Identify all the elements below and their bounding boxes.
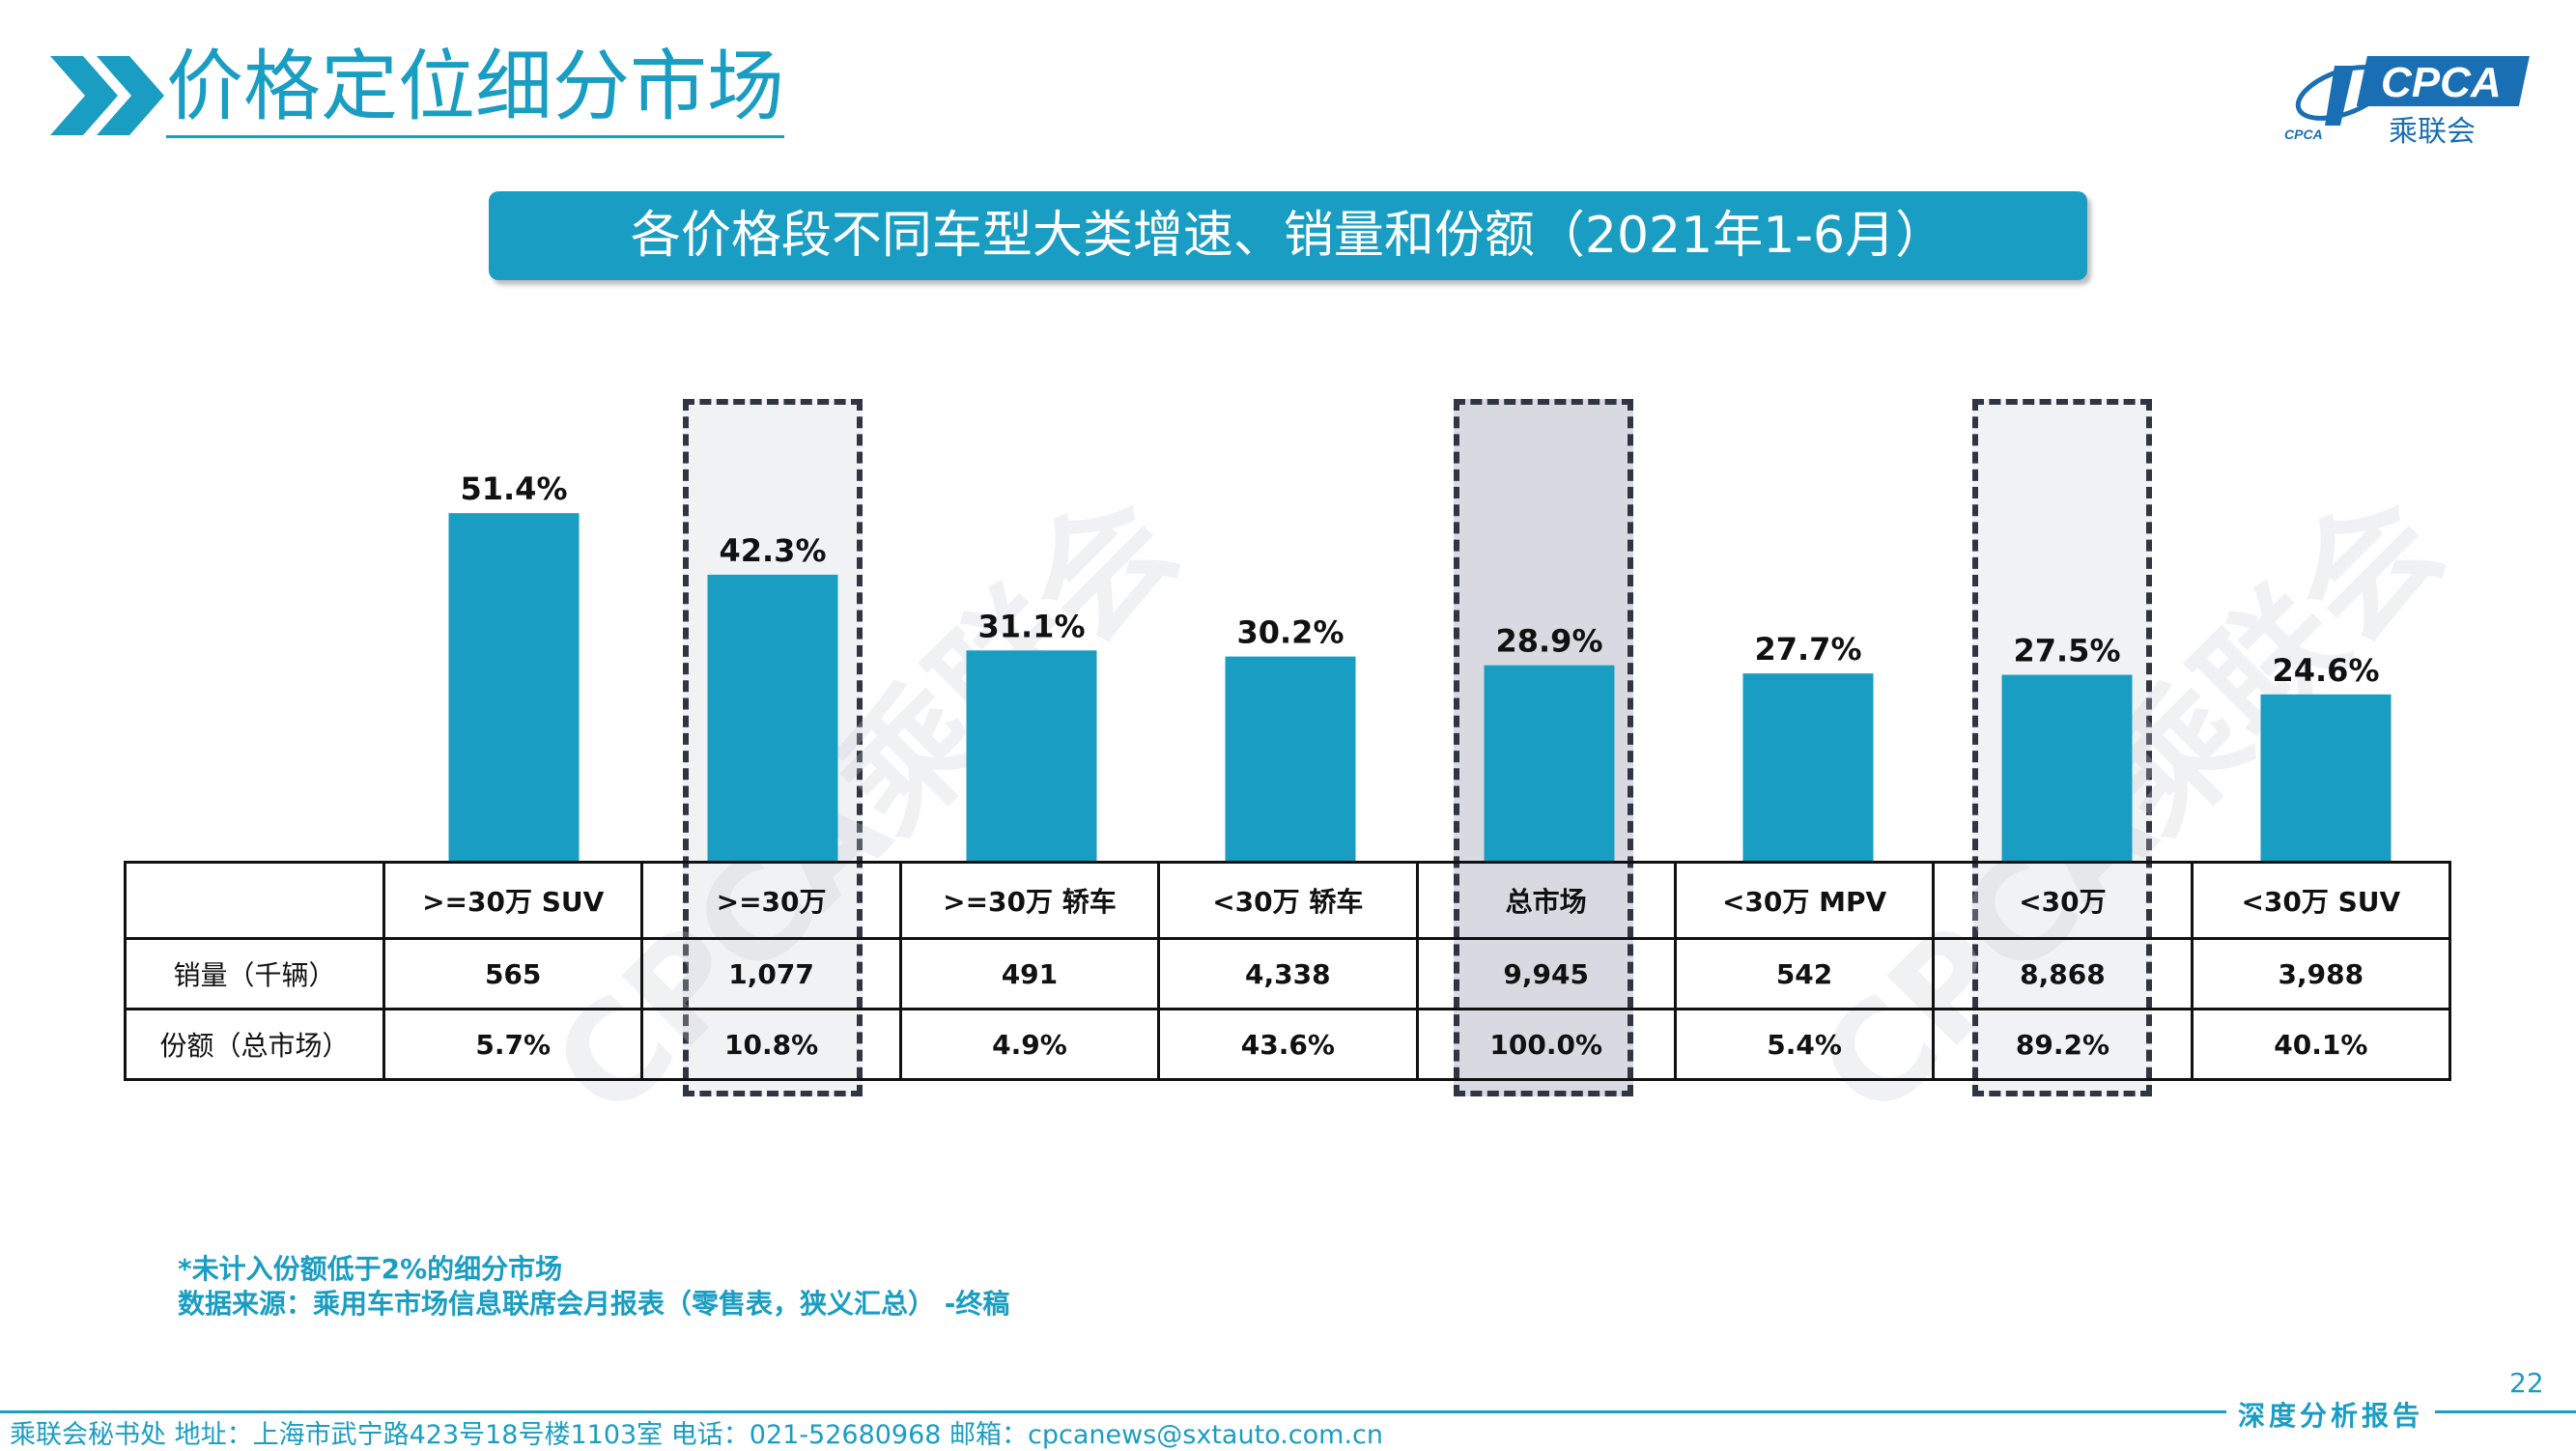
data-label: 30.2% (1236, 614, 1344, 651)
bar (707, 574, 838, 861)
cpca-logo: CPCA 乘联会 CPCA (2284, 56, 2530, 149)
table-cell: 40.1% (2190, 1008, 2452, 1081)
table-cell: 100.0% (1415, 1008, 1677, 1081)
logo-text: CPCA (2381, 59, 2502, 106)
chart-title-banner: 各价格段不同车型大类增速、销量和份额（2021年1-6月） (489, 191, 2087, 280)
page-title: 价格定位细分市场 (166, 41, 784, 138)
table-header-cell: <30万 MPV (1673, 861, 1936, 940)
logo-subtext: 乘联会 (2389, 115, 2476, 149)
footnote-line: *未计入份额低于2%的细分市场 (178, 1253, 563, 1285)
bar-chart: 51.4% 42.3% 31.1% 30.2% 28.9% 27.7% 27.5% 24.6% (448, 470, 2392, 861)
footnote: *未计入份额低于2%的细分市场 数据来源：乘用车市场信息联席会月报表（零售表，狭… (178, 1252, 1009, 1322)
bar (2260, 694, 2392, 861)
table-cell: 565 (382, 937, 644, 1010)
table-cell: 8,868 (1932, 937, 2194, 1010)
table-cell: 5.4% (1673, 1008, 1936, 1081)
data-table: >=30万 SUV >=30万 >=30万 轿车 <30万 轿车 总市场 <30… (124, 861, 2452, 1081)
table-cell: 3,988 (2190, 937, 2452, 1010)
source-line: 数据来源：乘用车市场信息联席会月报表（零售表，狭义汇总） -终稿 (178, 1288, 1010, 1320)
table-cell: 4.9% (898, 1008, 1161, 1081)
table-header-cell: >=30万 (640, 861, 902, 940)
bar (966, 650, 1097, 861)
table-header-cell: >=30万 SUV (382, 861, 644, 940)
data-label: 42.3% (719, 532, 826, 569)
footer-tag: 深度分析报告 (2226, 1395, 2436, 1434)
bar (1742, 673, 1874, 861)
table-header-cell: <30万 轿车 (1157, 861, 1419, 940)
row-label-share: 份额（总市场） (124, 1008, 385, 1081)
data-label: 28.9% (1495, 623, 1602, 660)
table-cell: 10.8% (640, 1008, 902, 1081)
footer-contact-info: 乘联会秘书处 地址：上海市武宁路423号18号楼1103室 电话：021-526… (10, 1420, 1384, 1450)
bar (2001, 674, 2133, 861)
table-header-cell: <30万 SUV (2190, 861, 2452, 940)
table-header-cell: <30万 (1932, 861, 2194, 940)
table-cell: 491 (898, 937, 1161, 1010)
footer-divider (0, 1410, 2576, 1413)
table-corner-cell (124, 861, 385, 940)
bar (1225, 656, 1356, 861)
table-header-row: >=30万 SUV >=30万 >=30万 轿车 <30万 轿车 总市场 <30… (124, 861, 2452, 940)
data-label: 24.6% (2272, 652, 2379, 689)
row-label-sales: 销量（千辆） (124, 937, 385, 1010)
table-cell: 43.6% (1157, 1008, 1419, 1081)
logo-small-text: CPCA (2284, 127, 2323, 142)
table-header-cell: 总市场 (1415, 861, 1677, 940)
page-number: 22 (2509, 1367, 2544, 1399)
bar (448, 513, 580, 861)
table-row: 销量（千辆） 565 1,077 491 4,338 9,945 542 8,8… (124, 937, 2452, 1010)
table-row: 份额（总市场） 5.7% 10.8% 4.9% 43.6% 100.0% 5.4… (124, 1008, 2452, 1081)
chevron-arrows-icon (50, 56, 164, 135)
table-cell: 4,338 (1157, 937, 1419, 1010)
data-label: 51.4% (460, 470, 567, 507)
table-cell: 542 (1673, 937, 1936, 1010)
table-cell: 9,945 (1415, 937, 1677, 1010)
table-cell: 1,077 (640, 937, 902, 1010)
data-label: 27.5% (2013, 633, 2120, 669)
table-cell: 89.2% (1932, 1008, 2194, 1081)
table-header-cell: >=30万 轿车 (898, 861, 1161, 940)
data-label: 31.1% (977, 608, 1085, 644)
bar (1484, 665, 1615, 861)
table-cell: 5.7% (382, 1008, 644, 1081)
data-label: 27.7% (1754, 631, 1861, 668)
